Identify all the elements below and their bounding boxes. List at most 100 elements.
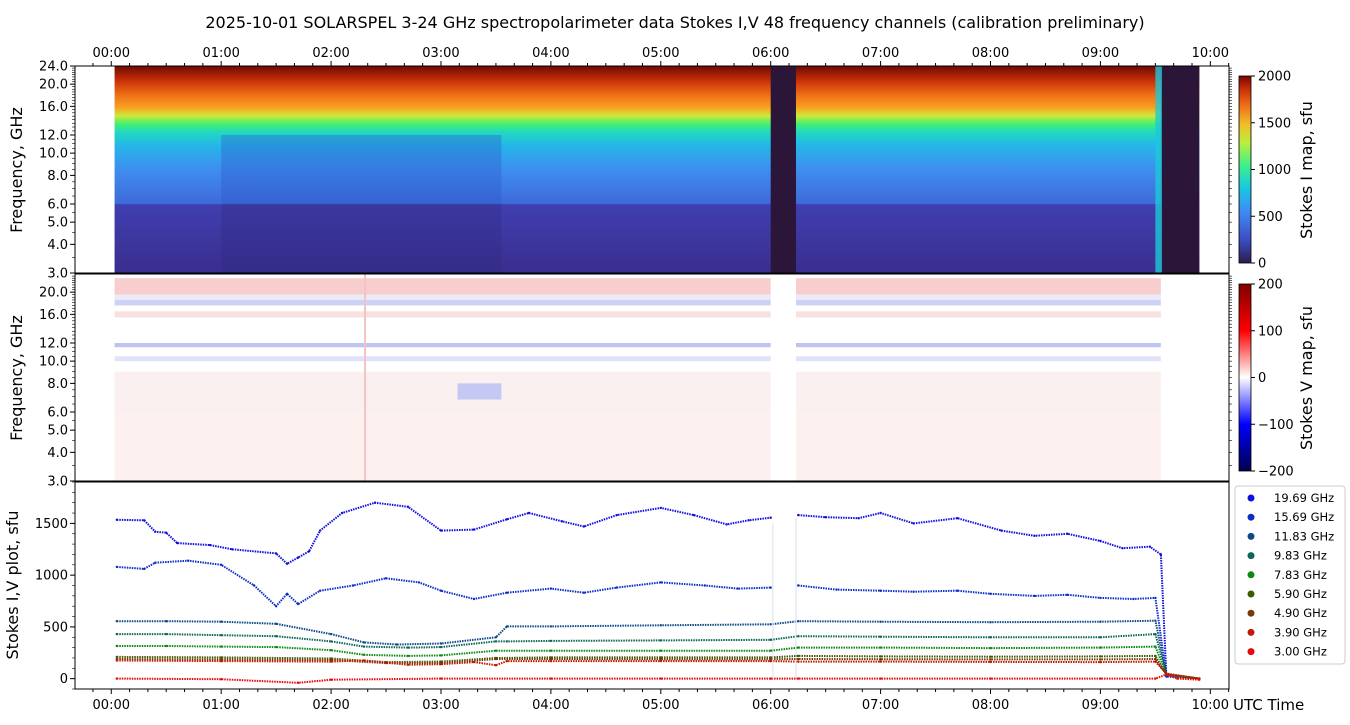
bottom-time-tick-label: 06:00 <box>752 698 789 713</box>
series-0-point-5 <box>209 543 212 547</box>
series-9-point-9 <box>549 659 553 663</box>
top-time-tick-label: 01:00 <box>202 46 239 61</box>
stokes-v-cb-tick-label: 0 <box>1258 371 1266 386</box>
stokes-i-mid-band <box>221 135 502 204</box>
series-3-point-8 <box>1099 596 1102 600</box>
series-2-point-5 <box>252 584 256 587</box>
series-10-point-10 <box>989 677 992 680</box>
series-1-point-7 <box>1033 534 1036 537</box>
series-0-point-9 <box>296 556 300 559</box>
series-5-point-17 <box>1154 632 1157 636</box>
series-2-point-20 <box>703 584 706 587</box>
legend-label: 7.83 GHz <box>1274 568 1327 582</box>
series-6-point-13 <box>879 646 882 649</box>
series-1-point-8 <box>1066 532 1069 535</box>
top-time-axis: 00:00 01:00 02:00 03:00 04:00 05:00 06:00 07:00… <box>92 46 1230 66</box>
stokes-v-heatmap <box>114 274 1161 481</box>
stokes-v-ytick-label: 12.0 <box>39 337 68 352</box>
series-1-point-5 <box>956 517 959 520</box>
series-2-point-21 <box>736 587 739 590</box>
legend-marker <box>1247 609 1255 617</box>
series-2-point-18 <box>615 586 618 589</box>
series-4-point-12 <box>769 623 772 626</box>
legend-label: 9.83 GHz <box>1274 549 1327 563</box>
series-1-point-2 <box>857 517 860 520</box>
stokes-i-spectrum <box>114 66 1200 273</box>
series-8-point-12 <box>1099 658 1102 661</box>
stokes-v-ytick-label: 5.0 <box>47 424 68 439</box>
stokes-v-ylabel: Frequency, GHz <box>7 315 26 441</box>
bottom-time-tick-label: 07:00 <box>862 698 899 713</box>
legend-marker <box>1247 648 1255 656</box>
series-4-point-15 <box>989 621 992 624</box>
stokes-i-heatmap <box>114 66 1200 273</box>
series-0-point-3 <box>165 531 168 534</box>
series-3-point-10 <box>1154 596 1157 600</box>
series-10-point-11 <box>1099 677 1102 680</box>
stokes-i-cb-tick-label: 500 <box>1258 210 1283 225</box>
stokes-i-colorbar <box>1238 75 1252 264</box>
legend-marker <box>1247 628 1255 636</box>
stokes-v-band-2 <box>114 299 1161 306</box>
stokes-v-ytick-label: 4.0 <box>47 446 68 461</box>
series-5-point-9 <box>505 640 509 643</box>
series-9-point-13 <box>879 660 882 663</box>
stokes-v-ytick-label: 8.0 <box>47 377 68 392</box>
series-2-point-15 <box>505 591 509 594</box>
series-0-point-2 <box>154 530 157 533</box>
series-0-point-0 <box>115 518 119 521</box>
series-7-point-7 <box>659 656 662 659</box>
series-9-point-6 <box>472 660 476 664</box>
series-2-point-4 <box>220 563 223 566</box>
stokes-i-cb-tick-label: 1000 <box>1258 163 1291 178</box>
series-2-point-9 <box>318 589 322 592</box>
series-8-point-10 <box>879 658 882 661</box>
stokes-v-ytick-label: 20.0 <box>39 286 68 301</box>
series-3-point-2 <box>879 589 882 592</box>
series-0-point-7 <box>274 552 278 555</box>
series-4-point-11 <box>659 624 662 627</box>
bottom-time-tick-label: 05:00 <box>642 698 679 713</box>
stokes-i-gap-1 <box>1160 66 1200 273</box>
series-6-point-6 <box>406 654 410 658</box>
series-0-point-19 <box>560 520 564 523</box>
series-10-point-4 <box>439 677 443 680</box>
series-7-point-8 <box>769 656 772 659</box>
series-7-point-10 <box>879 655 882 658</box>
stokes-i-ytick-label: 16.0 <box>39 100 68 115</box>
series-4-point-9 <box>505 625 509 628</box>
series-7-point-9 <box>797 654 800 658</box>
series-1-line <box>798 512 1200 680</box>
stokes-v-cb-tick-label: 100 <box>1258 324 1283 339</box>
series-7-point-1 <box>220 656 223 659</box>
series-6-point-15 <box>1099 646 1102 649</box>
legend-box <box>1234 485 1346 665</box>
series-10-point-7 <box>769 677 772 680</box>
series-5-point-5 <box>362 645 366 648</box>
series-5-point-10 <box>549 639 553 643</box>
series-10-point-8 <box>797 677 800 680</box>
series-9-point-8 <box>505 659 509 663</box>
series-4-point-8 <box>494 636 498 639</box>
bottom-time-tick-label: 03:00 <box>422 698 459 713</box>
series-0-point-23 <box>692 513 695 517</box>
stokes-v-ytick-label: 16.0 <box>39 308 68 323</box>
series-5-point-3 <box>274 635 278 638</box>
stokes-i-ytick-label: 3.0 <box>47 267 68 282</box>
legend-marker <box>1247 494 1255 502</box>
stokes-i-ytick-label: 10.0 <box>39 147 68 162</box>
series-5-point-15 <box>989 636 992 639</box>
series-10-point-5 <box>549 677 553 680</box>
stokes-i-ytick-label: 5.0 <box>47 216 68 231</box>
series-3-point-9 <box>1132 597 1135 601</box>
series-3-point-7 <box>1066 593 1069 596</box>
stokes-v-band-0 <box>114 278 1161 295</box>
series-9-point-0 <box>115 659 119 662</box>
series-0-point-16 <box>472 528 476 531</box>
series-0-point-25 <box>747 519 750 522</box>
legend-marker <box>1247 532 1255 540</box>
series-0-point-26 <box>769 516 772 519</box>
series-9-point-4 <box>406 663 410 666</box>
series-10-point-15 <box>1198 678 1201 681</box>
series-2-point-1 <box>143 567 146 571</box>
